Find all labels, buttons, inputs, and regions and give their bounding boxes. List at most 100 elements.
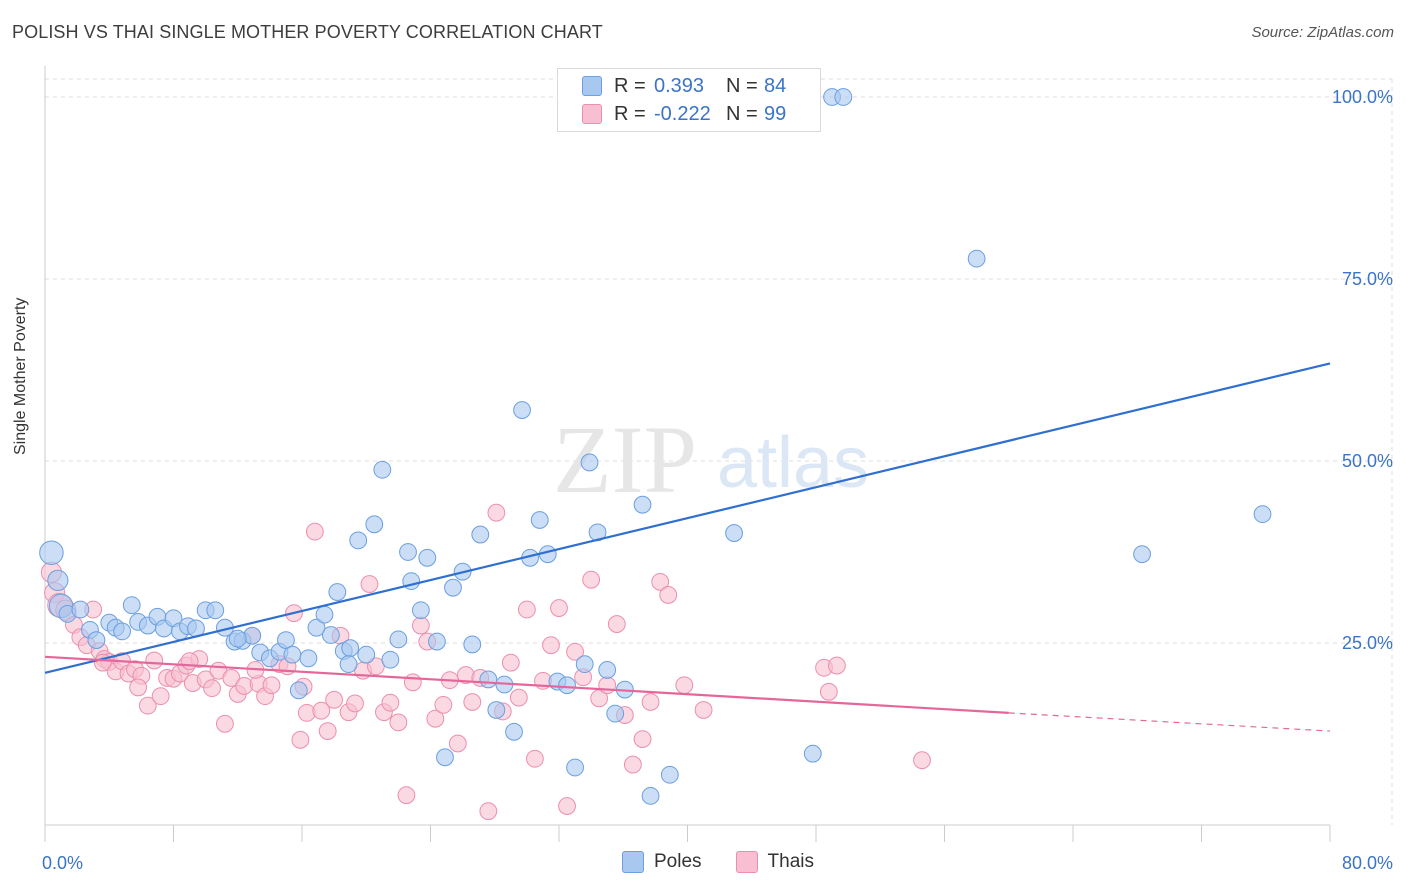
thais-point (542, 636, 560, 655)
y-tick-label: 50.0% (1342, 451, 1393, 471)
thais-point (129, 678, 148, 697)
poles-point (206, 601, 225, 620)
poles-point (283, 645, 302, 664)
poles-point (47, 569, 69, 591)
thais-point (426, 709, 445, 728)
stats-legend: R = 0.393 N = 84 R = -0.222 N = 99 (557, 68, 821, 132)
y-tick-label: 75.0% (1342, 269, 1393, 289)
thais-point (180, 652, 199, 671)
legend-item-thais[interactable]: Thais (735, 851, 814, 873)
poles-point (1133, 545, 1151, 564)
thais-point (222, 669, 241, 687)
y-tick-label: 25.0% (1342, 633, 1393, 653)
poles-point (513, 401, 531, 419)
poles-point (803, 744, 822, 763)
thais-point (434, 695, 453, 714)
watermark-zip: ZIP (553, 406, 697, 513)
stats-row-poles: R = 0.393 N = 84 (582, 73, 786, 99)
poles-point (277, 631, 295, 649)
n-key: N = (726, 102, 758, 125)
thais-trend-line (44, 655, 1009, 714)
thais-point (558, 797, 576, 815)
r-key: R = (614, 74, 646, 97)
axes (44, 66, 1331, 842)
thais-point (598, 676, 617, 695)
thais-point (360, 575, 379, 593)
poles-point (411, 601, 430, 620)
poles-point (530, 511, 549, 529)
poles-point (322, 626, 340, 644)
poles-point (580, 453, 599, 472)
chart-title: POLISH VS THAI SINGLE MOTHER POVERTY COR… (12, 22, 603, 42)
thais-trend-extension (1008, 712, 1331, 732)
trend-lines (44, 362, 1331, 732)
thais-legend-swatch (735, 851, 758, 873)
poles-point (299, 649, 318, 668)
poles-point (1253, 505, 1272, 524)
poles-point (307, 618, 326, 637)
poles-point (428, 632, 446, 651)
poles-point (436, 748, 454, 767)
thais-point (913, 751, 931, 770)
poles-point (399, 543, 417, 561)
r-value-poles: 0.393 (654, 74, 705, 97)
thais-point (325, 690, 344, 709)
series-legend: Poles Thais (622, 851, 848, 873)
thais-point (448, 734, 467, 753)
poles-point (725, 524, 743, 542)
thais-point (517, 600, 536, 619)
poles-point (418, 548, 437, 567)
thais-point (582, 570, 601, 589)
thais-point (305, 522, 324, 541)
thais-swatch (582, 104, 602, 124)
thais-point (607, 615, 626, 633)
poles-point (505, 722, 523, 741)
poles-point (575, 655, 594, 674)
poles-point (349, 531, 368, 550)
poles-point (228, 629, 247, 648)
legend-label-poles: Poles (654, 851, 702, 872)
n-value-thais: 99 (764, 102, 787, 125)
poles-point (243, 626, 262, 645)
legend-label-thais: Thais (767, 851, 814, 872)
stats-row-thais: R = -0.222 N = 99 (582, 101, 786, 127)
legend-item-poles[interactable]: Poles (622, 851, 702, 873)
poles-point (598, 661, 617, 679)
poles-point (381, 650, 400, 669)
thais-point (550, 599, 568, 617)
watermark-atlas: atlas (717, 423, 869, 503)
thais-point (675, 676, 694, 695)
thais-point (526, 749, 544, 768)
poles-point (339, 655, 358, 674)
thais-point (651, 572, 670, 591)
n-value-poles: 84 (764, 74, 787, 97)
thais-point (487, 503, 506, 522)
poles-legend-swatch (622, 851, 644, 873)
poles-point (463, 635, 482, 654)
x-tick-label: 0.0% (42, 853, 83, 873)
poles-point (479, 670, 498, 689)
poles-point (71, 600, 90, 619)
poles-point (633, 495, 652, 514)
thais-point (827, 656, 846, 675)
thais-point (389, 713, 408, 732)
thais-point (411, 616, 430, 635)
thais-point (403, 673, 422, 692)
poles-point (967, 249, 986, 268)
poles-point (365, 515, 384, 534)
thais-point (381, 693, 400, 712)
poles-swatch (582, 76, 602, 96)
poles-point (289, 681, 308, 700)
poles-point (87, 631, 106, 649)
y-tick-label: 100.0% (1332, 87, 1393, 107)
poles-point (328, 583, 347, 601)
thais-point (397, 786, 416, 805)
poles-point (558, 676, 576, 695)
thais-points (40, 503, 931, 821)
thais-point (463, 693, 482, 711)
poles-point (471, 525, 490, 544)
poles-point (566, 758, 584, 777)
watermark: ZIP atlas (553, 406, 869, 513)
poles-point (373, 460, 392, 479)
poles-point (122, 596, 141, 615)
